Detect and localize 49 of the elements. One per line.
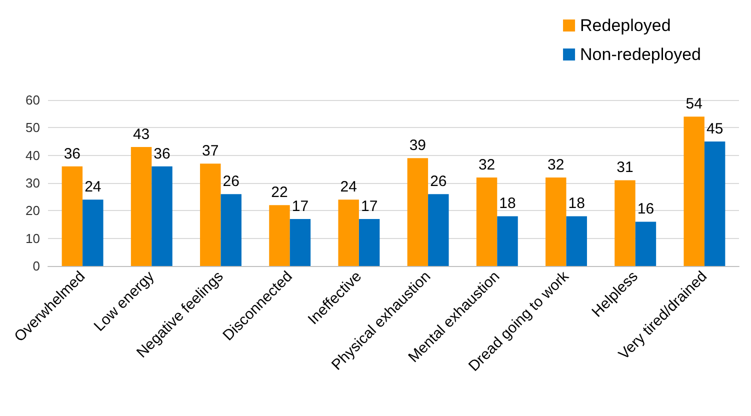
data-label: 26 — [222, 173, 240, 190]
data-label: 36 — [154, 145, 170, 162]
data-label: 18 — [499, 195, 516, 212]
data-label: 32 — [548, 156, 564, 174]
data-label: 45 — [706, 120, 724, 138]
y-tick-label: 20 — [26, 203, 40, 218]
bar — [130, 147, 152, 266]
y-tick-label: 30 — [26, 176, 40, 190]
y-tick-label: 10 — [26, 230, 40, 246]
data-label: 37 — [202, 142, 219, 160]
bar — [497, 216, 518, 266]
data-label: 16 — [637, 200, 654, 218]
data-label: 17 — [360, 198, 378, 215]
bar — [428, 194, 449, 266]
data-label: 17 — [292, 198, 309, 215]
data-label: 39 — [409, 137, 426, 154]
legend-label: Redeployed — [580, 16, 671, 35]
data-label: 26 — [430, 173, 447, 190]
bar — [566, 216, 587, 266]
bar — [82, 200, 104, 266]
y-tick-label: 60 — [26, 92, 40, 108]
bar — [269, 205, 290, 266]
bar — [684, 116, 704, 266]
data-label: 18 — [568, 195, 585, 212]
bar — [358, 218, 380, 266]
bar — [200, 164, 221, 266]
bar — [290, 218, 311, 266]
y-tick-label: 40 — [26, 148, 40, 163]
bar — [407, 158, 428, 266]
data-label: 22 — [271, 184, 288, 202]
legend-label: Non-redeployed — [580, 45, 701, 64]
bar — [704, 142, 726, 266]
bar — [338, 200, 359, 266]
bar — [614, 180, 636, 266]
bar — [62, 166, 83, 266]
data-label: 24 — [84, 178, 102, 196]
data-label: 36 — [64, 145, 81, 162]
y-tick-label: 50 — [26, 120, 40, 136]
bar — [476, 177, 498, 266]
bar — [152, 166, 172, 266]
data-label: 43 — [132, 126, 150, 144]
data-label: 24 — [340, 178, 357, 196]
bar — [546, 177, 566, 266]
data-label: 31 — [616, 159, 634, 176]
bar — [635, 222, 656, 266]
data-label: 32 — [478, 156, 496, 174]
bar — [220, 194, 242, 266]
data-label: 54 — [686, 96, 702, 113]
y-tick-label: 0 — [32, 258, 40, 274]
